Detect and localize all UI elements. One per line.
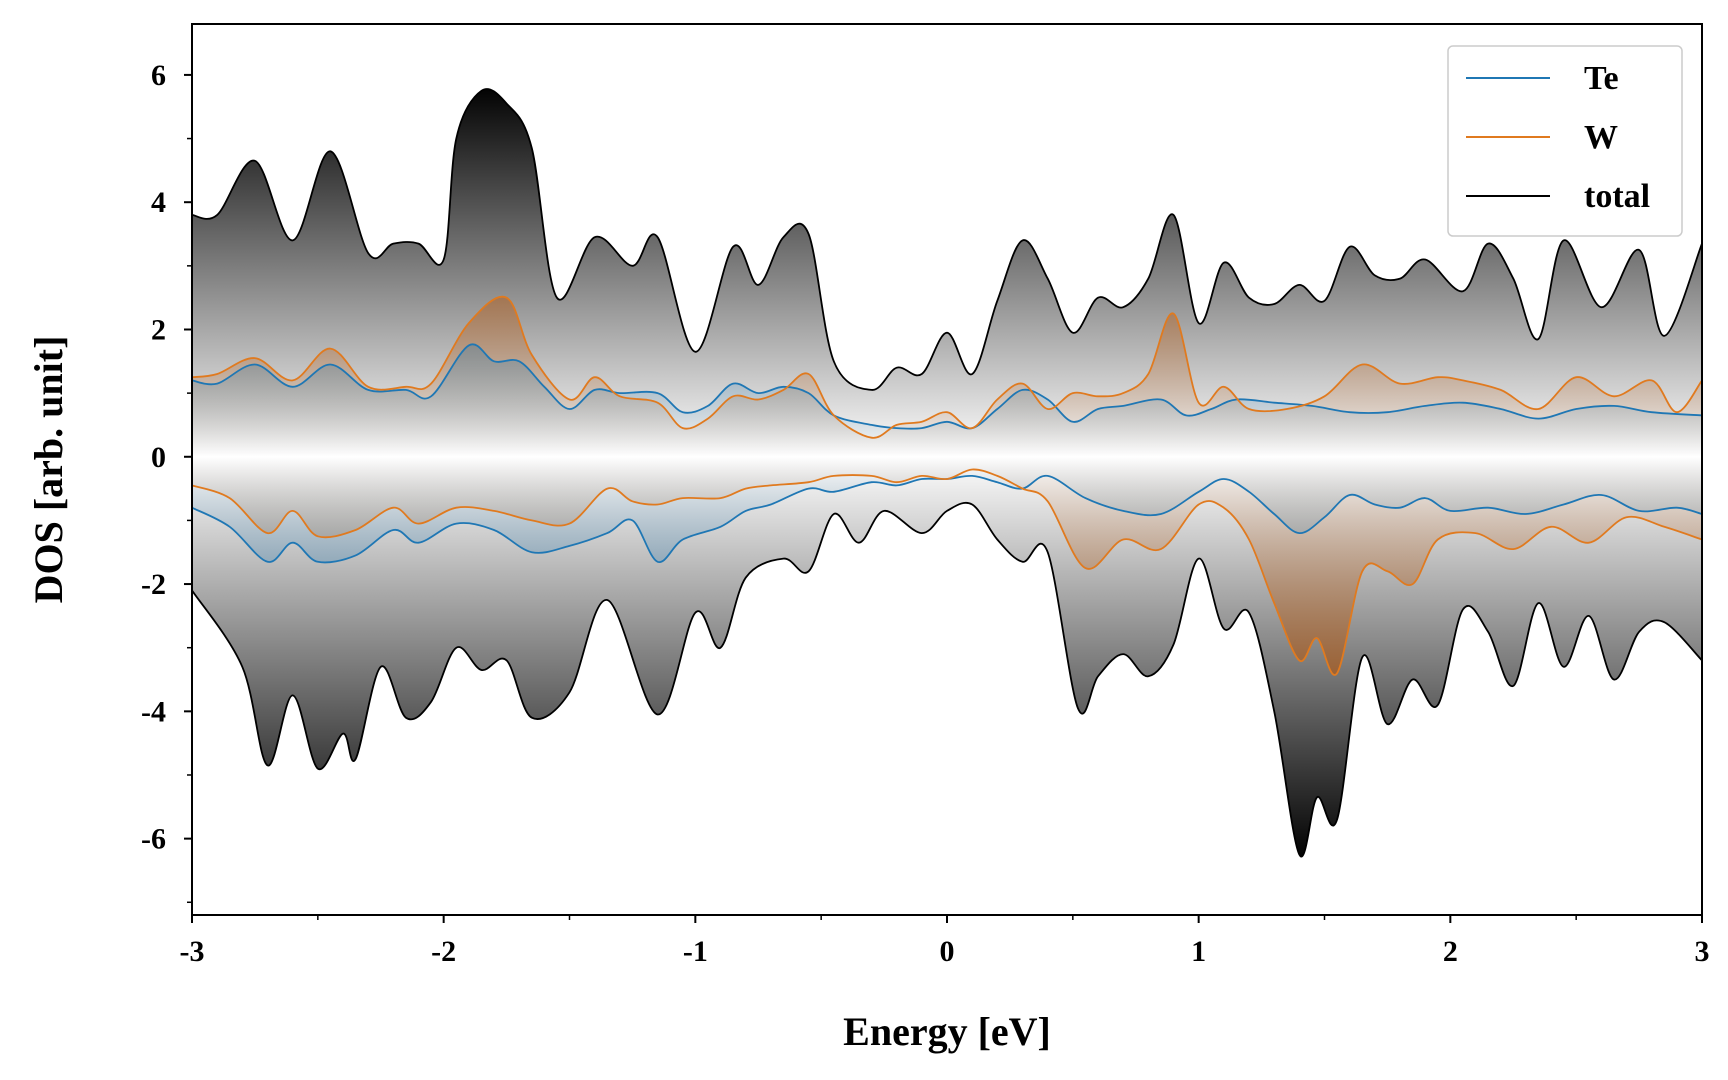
x-tick-label: 1 <box>1191 935 1206 968</box>
x-tick-label: 3 <box>1695 935 1710 968</box>
legend-label-w: W <box>1584 119 1618 156</box>
y-tick-label: 4 <box>151 186 166 219</box>
fill-te-down <box>192 456 1702 563</box>
line-te-down <box>191 474 1703 564</box>
x-tick-label: -3 <box>180 935 205 968</box>
tick-layer: -3 -2 -1 0 1 2 3 -6 -4 -2 0 2 4 6 <box>141 59 1710 968</box>
line-te-up <box>191 343 1703 430</box>
x-axis-label: Energy [eV] <box>843 1009 1051 1054</box>
fill-total-up <box>192 88 1702 457</box>
x-tick-label: 2 <box>1443 935 1458 968</box>
y-tick-label: 6 <box>151 59 166 92</box>
y-tick-label: -4 <box>141 695 166 728</box>
fill-te-up <box>192 344 1702 457</box>
x-tick-label: -2 <box>431 935 456 968</box>
legend-box <box>1447 45 1683 237</box>
line-total-up <box>191 88 1703 391</box>
y-axis-label: DOS [arb. unit] <box>26 336 71 604</box>
y-tick-label: 2 <box>151 313 166 346</box>
line-layer <box>191 88 1703 858</box>
fill-layer <box>192 88 1702 857</box>
x-tick-label: 0 <box>940 935 955 968</box>
y-tick-label: -6 <box>141 823 166 856</box>
legend-label-te: Te <box>1584 60 1619 97</box>
legend-label-total: total <box>1584 178 1650 215</box>
y-tick-label: -2 <box>141 568 166 601</box>
line-total-down <box>191 501 1703 858</box>
line-w-up <box>191 295 1703 439</box>
y-tick-label: 0 <box>151 441 166 474</box>
line-w-down <box>191 468 1703 676</box>
x-tick-label: -1 <box>683 935 708 968</box>
